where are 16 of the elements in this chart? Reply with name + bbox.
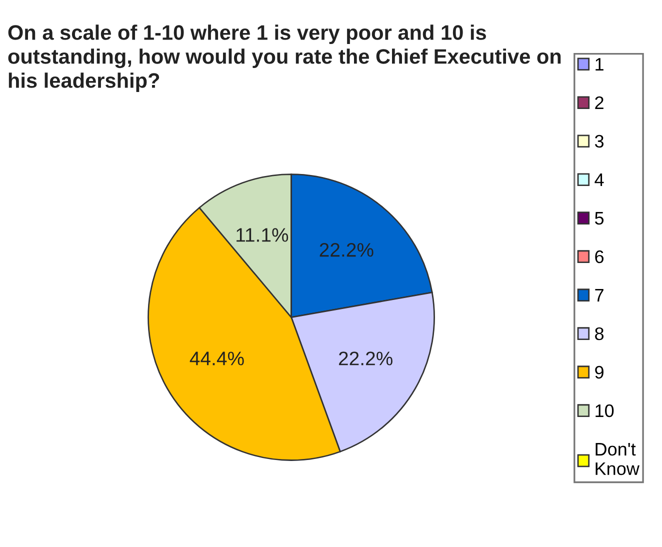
- legend-label: 2: [595, 96, 604, 109]
- data-label: 22.2%: [338, 352, 392, 366]
- data-label: 44.4%: [190, 352, 244, 366]
- legend-label: 8: [595, 327, 604, 340]
- data-label: 22.2%: [320, 242, 374, 257]
- legend-label: 7: [595, 289, 604, 302]
- legend-label: 1: [596, 58, 604, 70]
- chart-title: On a scale of 1-10 where 1 is very poor and 10 is outstanding, how would you rate the Chief Executive on his leadership?: [8, 24, 561, 92]
- legend-label: 6: [595, 250, 604, 264]
- legend-label: 5: [594, 212, 604, 225]
- legend-label: 9: [595, 366, 604, 379]
- legend-label: Don't Know: [596, 443, 640, 476]
- data-label: 11.1%: [236, 228, 288, 242]
- legend-label: 3: [594, 134, 604, 148]
- legend-label: 10: [596, 404, 614, 418]
- legend-label: 4: [594, 174, 604, 186]
